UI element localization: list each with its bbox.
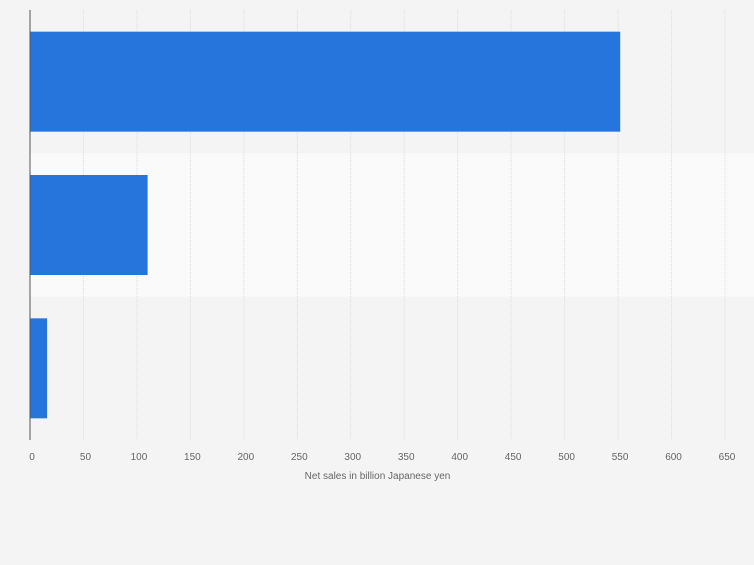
x-tick-labels: 0 50 100 150 200 250 300 350 400 450 500 550 600 650 (29, 452, 736, 463)
x-tick-label: 650 (719, 452, 736, 463)
bar (30, 31, 621, 132)
category-bands (30, 153, 754, 297)
x-axis-title: Net sales in billion Japanese yen (305, 471, 451, 482)
x-tick-label: 400 (451, 452, 468, 463)
x-tick-label: 50 (80, 452, 92, 463)
x-tick-label: 500 (558, 452, 575, 463)
x-tick-label: 200 (238, 452, 255, 463)
x-tick-label: 550 (612, 452, 629, 463)
category-band (30, 153, 754, 297)
bar (30, 318, 48, 419)
x-tick-label: 300 (344, 452, 361, 463)
x-tick-label: 600 (665, 452, 682, 463)
x-tick-label: 150 (184, 452, 201, 463)
x-tick-label: 450 (505, 452, 522, 463)
bars (30, 31, 621, 419)
x-tick-label: 100 (131, 452, 148, 463)
x-tick-label: 350 (398, 452, 415, 463)
x-tick-label: 250 (291, 452, 308, 463)
bar (30, 175, 148, 275)
x-tick-label: 0 (29, 452, 35, 463)
